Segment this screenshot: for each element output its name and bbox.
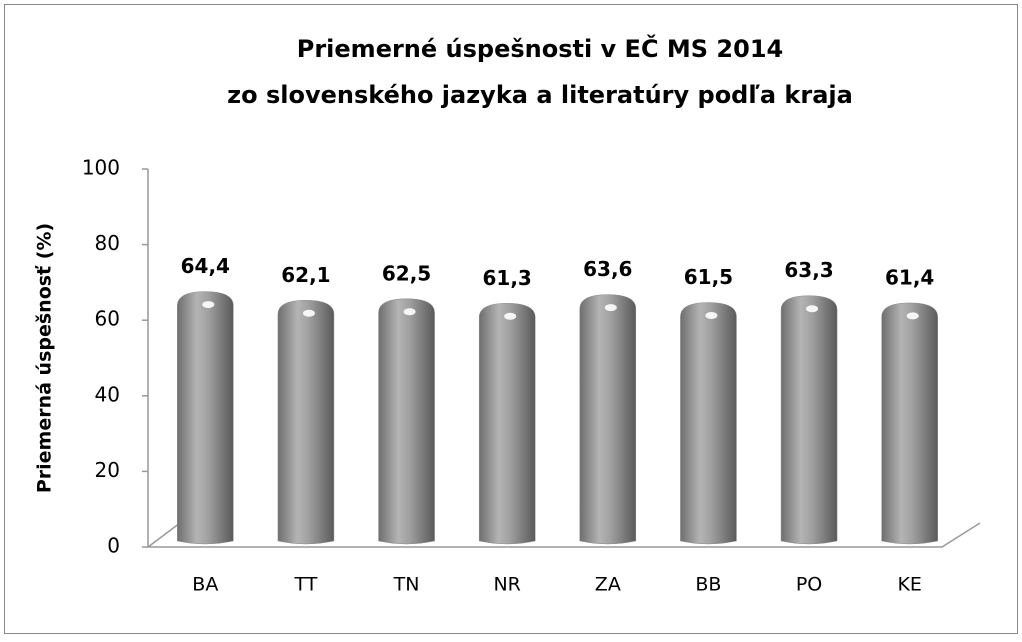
bar [680,302,737,545]
data-label: 63,6 [583,257,632,281]
data-label: 63,3 [784,258,833,282]
x-tick-label: BA [192,574,218,596]
bar [881,302,938,545]
y-tick-label: 40 [95,382,120,406]
bar-highlight [705,312,718,320]
data-label: 61,4 [885,265,934,289]
x-tick-label: TT [293,574,317,596]
x-tick-label: PO [796,574,822,596]
data-label: 61,5 [684,265,733,289]
bar [579,294,637,545]
chart-title: Priemerné úspešnosti v EČ MS 2014 [297,33,783,63]
bar [378,298,435,545]
y-tick-label: 80 [95,231,120,255]
data-label: 62,1 [281,263,330,287]
y-tick-label: 100 [82,156,120,180]
x-tick-label: KE [897,574,921,596]
data-label: 62,5 [382,261,431,285]
x-tick-label: TN [393,574,420,596]
bar-highlight [604,304,617,312]
x-tick-label: ZA [595,574,621,596]
bar-highlight [806,305,819,313]
data-label: 61,3 [483,266,532,290]
bar [177,291,234,545]
bar-highlight [403,308,416,316]
bar-highlight [302,309,315,317]
x-tick-label: NR [493,574,520,596]
chart-title: zo slovenského jazyka a literatúry podľa… [227,81,853,109]
y-tick-label: 20 [95,458,120,482]
data-label: 64,4 [181,254,230,278]
bar-highlight [906,312,919,320]
x-tick-label: BB [695,574,721,596]
bar-highlight [504,312,517,320]
y-tick-label: 0 [107,534,120,558]
bar [277,300,335,545]
bar-highlight [202,301,215,309]
floor [145,522,981,548]
bar [478,303,536,545]
y-tick-label: 60 [95,307,120,331]
bar [780,295,838,545]
y-axis-title: Priemerná úspešnosť (%) [34,223,56,493]
